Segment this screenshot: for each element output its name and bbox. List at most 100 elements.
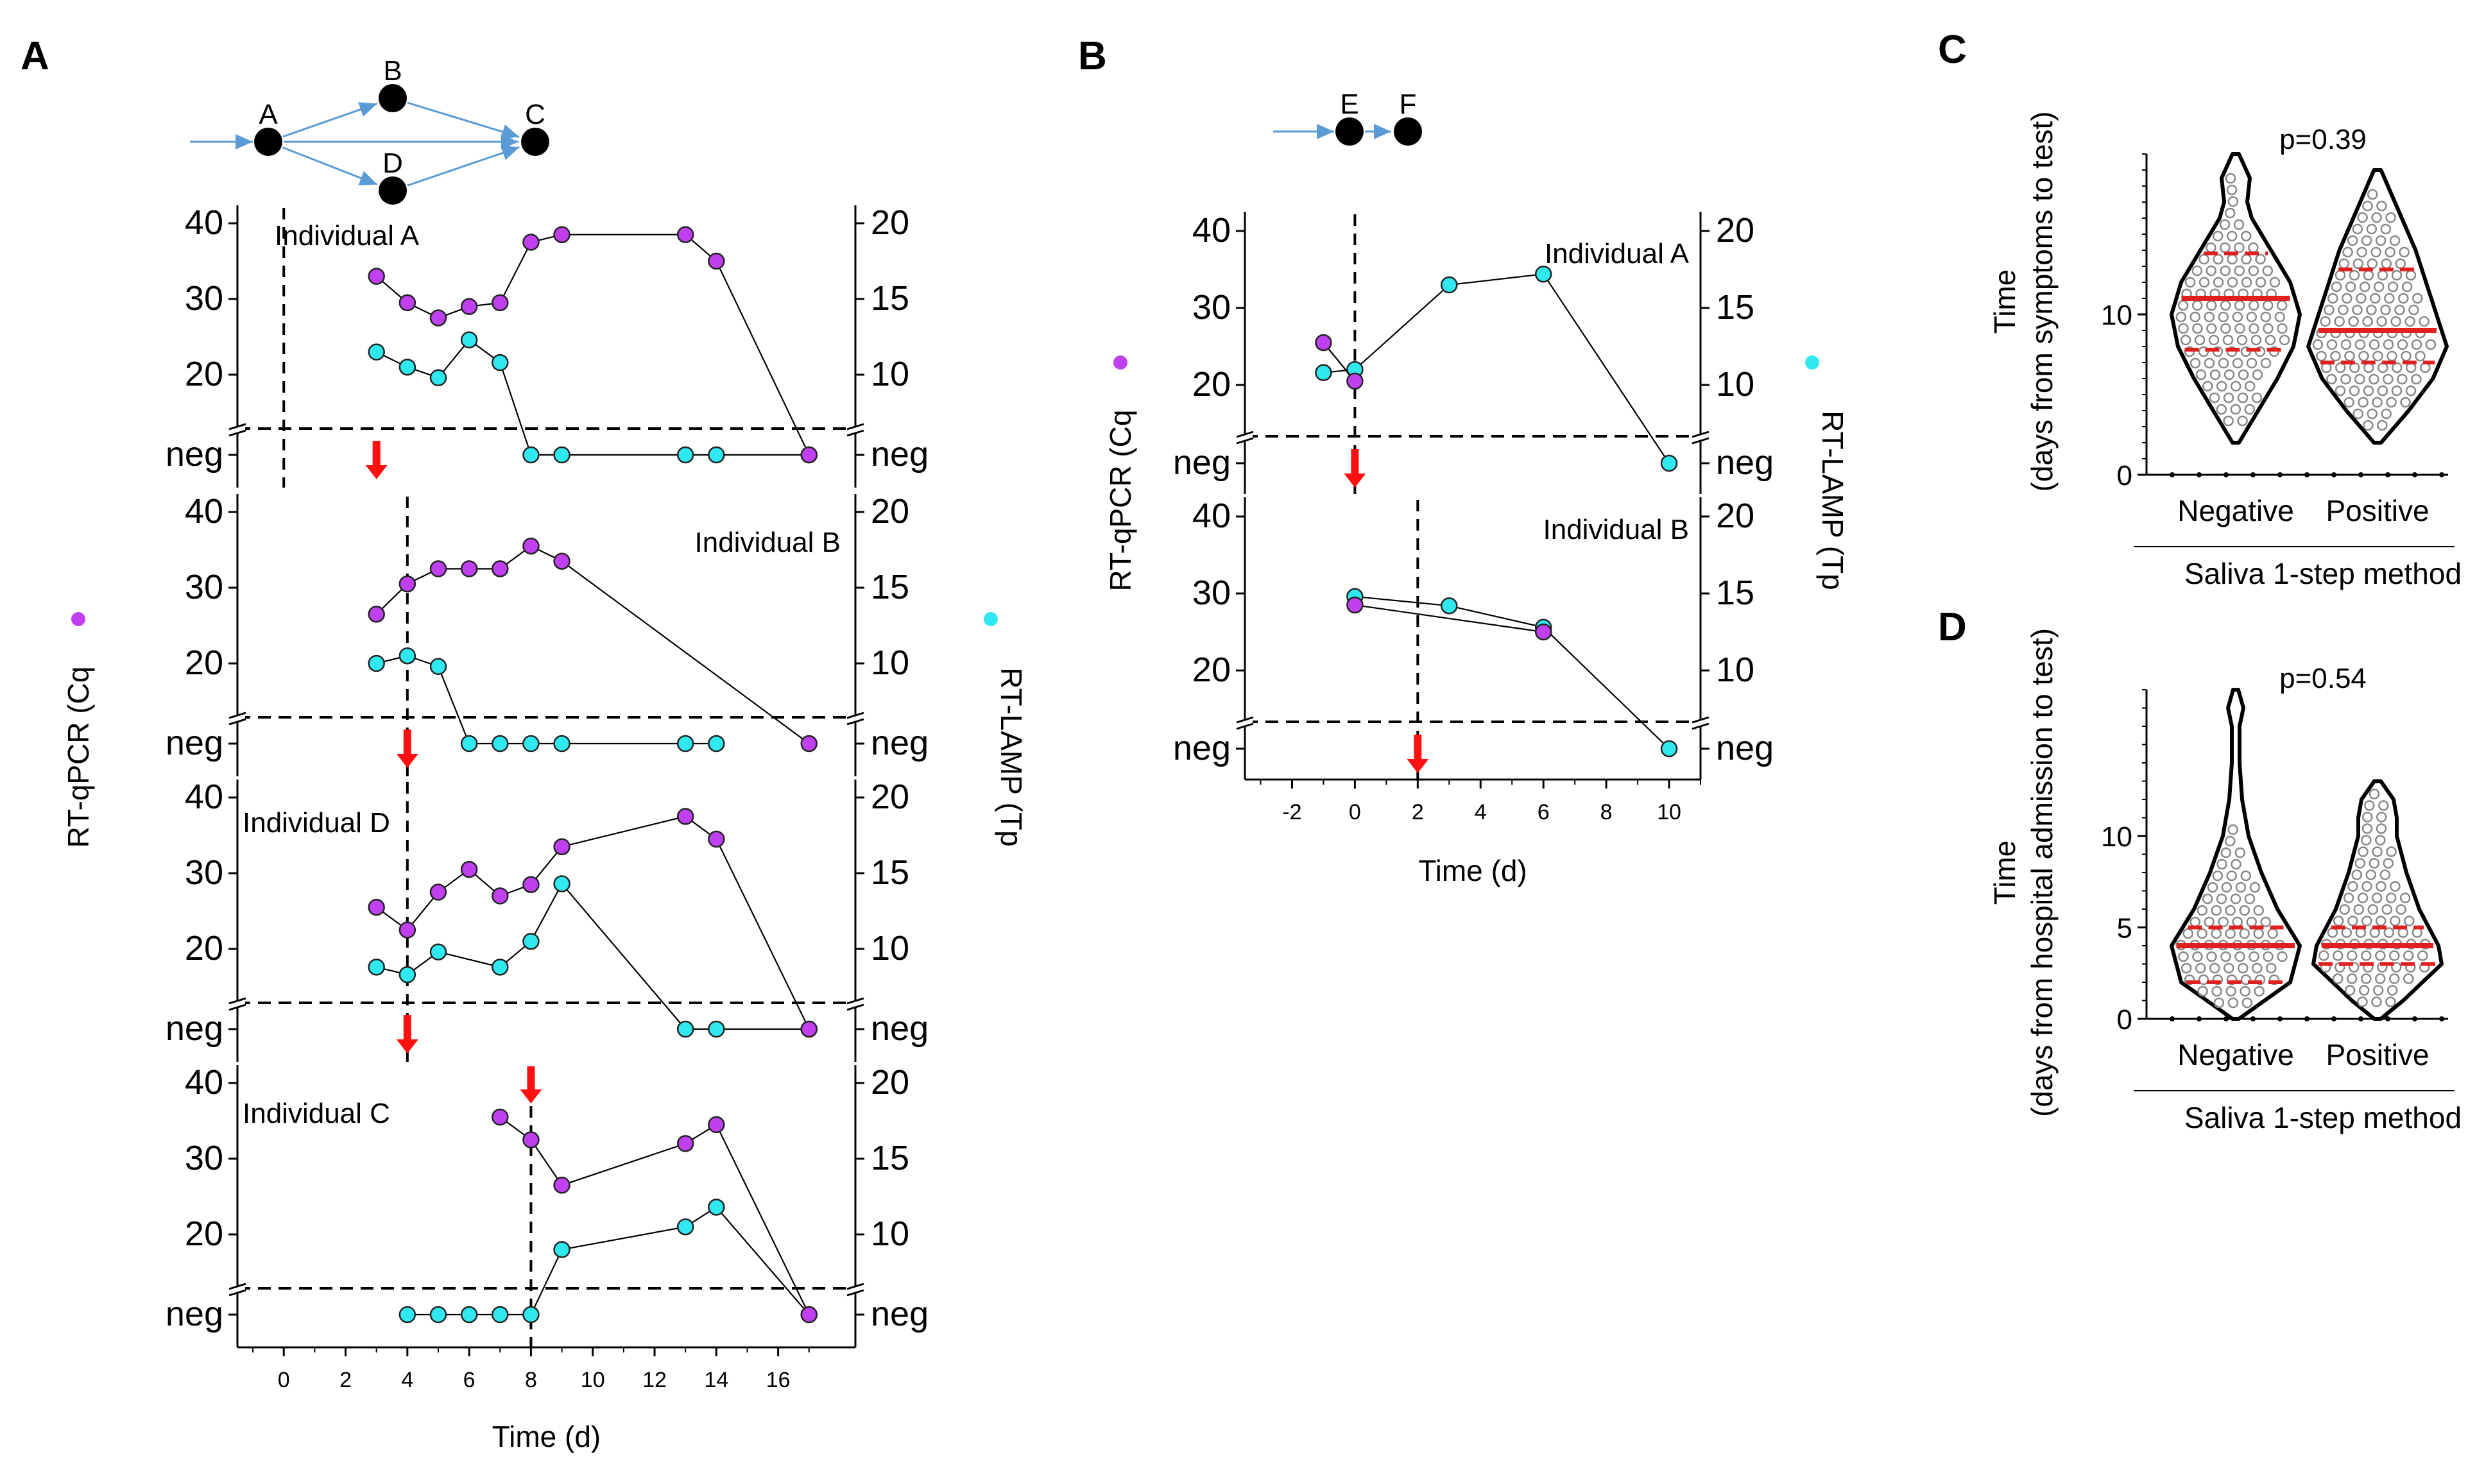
data-point: [2391, 269, 2403, 281]
data-point: [2386, 846, 2397, 857]
rt-lamp-line: [376, 655, 717, 745]
x-axis-title: Time (d): [492, 1420, 601, 1453]
data-point: [2239, 905, 2250, 916]
rt-qpcr-point: [553, 226, 570, 243]
data-point: [2376, 200, 2387, 212]
left-tick-label: 40: [185, 778, 223, 816]
rt-lamp-point: [1441, 597, 1458, 615]
x-tick-label: -2: [1282, 800, 1301, 824]
group-label: Saliva 1-step method: [2184, 1101, 2462, 1134]
left-axis-break: [228, 1283, 246, 1297]
data-point: [2184, 277, 2196, 288]
data-point: [2224, 207, 2236, 219]
data-point: [2367, 408, 2378, 420]
data-point: [2211, 905, 2222, 916]
data-point: [2332, 973, 2344, 984]
left-axis-break-a: [1236, 716, 1254, 724]
rt-lamp-point: [460, 331, 478, 348]
y-tick-label: 5: [2117, 913, 2132, 944]
violin-positive: [2306, 168, 2449, 445]
data-point: [2220, 847, 2232, 858]
data-point: [2324, 304, 2335, 316]
y-axis-title: Time: [1988, 840, 2021, 905]
rt-qpcr-point: [1346, 596, 1364, 614]
data-point: [2366, 223, 2378, 235]
right-axis-break-a: [846, 423, 864, 431]
x-tick-label: 8: [1600, 800, 1613, 824]
data-point: [2387, 985, 2398, 996]
data-point: [2240, 230, 2252, 242]
data-point: [2226, 184, 2238, 196]
left-tick-label: 30: [185, 1139, 223, 1177]
rt-lamp-point: [553, 1241, 570, 1258]
baseline-dot: [2277, 472, 2283, 477]
right-axis-break-b: [1692, 437, 1710, 445]
data-point: [2392, 362, 2403, 373]
data-point: [2361, 950, 2372, 961]
data-point: [2359, 281, 2370, 293]
data-point: [2221, 882, 2232, 893]
data-point: [2375, 950, 2386, 961]
baseline-dot: [2439, 472, 2444, 477]
rt-qpcr-point: [492, 294, 509, 312]
right-axis-break: [846, 712, 864, 726]
data-point: [2318, 950, 2329, 961]
rt-lamp-point: [676, 446, 694, 464]
x-tick-label: 16: [766, 1368, 791, 1392]
x-tick-label: 10: [581, 1368, 605, 1392]
baseline-dot: [2197, 472, 2202, 477]
left-axis-break: [1236, 716, 1254, 730]
left-tick-label: 40: [1192, 211, 1231, 250]
data-point: [2371, 892, 2383, 903]
subplot-title: Individual B: [695, 527, 841, 558]
data-point: [2379, 869, 2391, 880]
data-point: [2381, 408, 2392, 420]
y-axis-subtitle: (days from symptoms to test): [2025, 111, 2059, 491]
right-tick-label: 20: [1716, 497, 1754, 535]
data-point: [2388, 973, 2400, 984]
right-tick-label: 10: [871, 644, 909, 682]
data-point: [2364, 800, 2375, 811]
left-tick-label: 40: [185, 492, 223, 531]
flow-graph-A-edge-DC: [407, 145, 520, 187]
right-tick-label: 20: [871, 492, 909, 531]
data-point: [2213, 253, 2224, 265]
data-point: [2411, 339, 2422, 350]
category-label: Positive: [2326, 1038, 2429, 1071]
data-point: [2345, 281, 2356, 293]
data-point: [2260, 916, 2271, 928]
data-point: [2376, 823, 2387, 834]
data-point: [2363, 420, 2374, 431]
rt-qpcr-point: [800, 446, 818, 464]
data-point: [2383, 927, 2395, 938]
data-point: [2202, 893, 2213, 905]
y-tick-label: 10: [2101, 821, 2132, 853]
panel-A-subplot-2: 40 30 20 neg 20 15 10 neg Individual D: [166, 778, 929, 1062]
data-point: [2240, 985, 2250, 997]
right-axis-title: RT-LAMP (Tp: [995, 667, 1028, 846]
data-point: [2404, 916, 2415, 926]
data-point: [2376, 881, 2387, 892]
data-point: [2241, 997, 2253, 1009]
baseline-dot: [2250, 1016, 2256, 1021]
data-point: [2234, 951, 2245, 962]
data-point: [2380, 223, 2392, 235]
data-point: [2237, 392, 2249, 404]
data-point: [2377, 420, 2388, 431]
rt-qpcr-point: [368, 898, 385, 916]
data-point: [2274, 311, 2286, 323]
data-point: [2223, 392, 2234, 404]
right-axis-break: [1692, 716, 1710, 730]
right-tick-label: 10: [871, 355, 909, 393]
data-point: [2230, 404, 2241, 415]
data-point: [2412, 293, 2423, 304]
data-point: [2226, 230, 2238, 242]
data-point: [2362, 200, 2373, 212]
rt-lamp-point: [460, 1306, 478, 1324]
rt-qpcr-point: [398, 294, 416, 312]
flow-graph-A-node-D: [379, 176, 407, 205]
baseline-dot: [2358, 1016, 2363, 1021]
data-point: [2216, 893, 2227, 905]
baseline-dot: [2331, 472, 2336, 477]
data-point: [2398, 293, 2409, 304]
